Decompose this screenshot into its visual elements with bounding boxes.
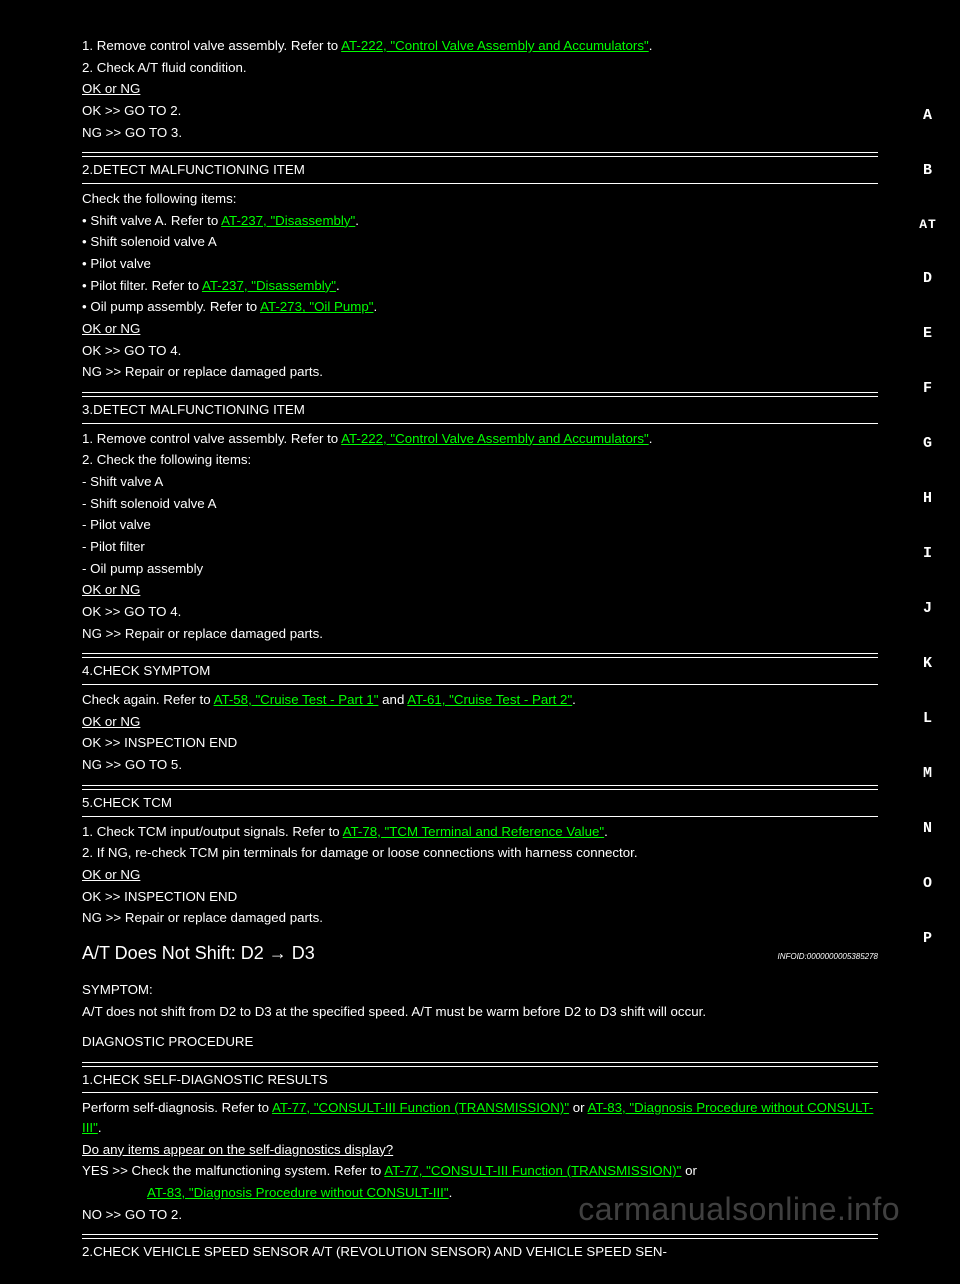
text: and [378, 692, 407, 707]
section-tab-at[interactable]: AT [914, 218, 942, 231]
result-ok: OK >> GO TO 4. [82, 602, 878, 622]
text: 2. Check A/T fluid condition. [82, 58, 878, 78]
divider [82, 684, 878, 685]
section-tabs: A B AT D E F G H I J K L M N O P [914, 108, 942, 946]
symptom-body: A/T does not shift from D2 to D3 at the … [82, 1002, 878, 1022]
link-at222[interactable]: AT-222, "Control Valve Assembly and Accu… [341, 431, 649, 446]
result-ok: OK >> GO TO 4. [82, 341, 878, 361]
text: Perform self-diagnosis. Refer to [82, 1100, 272, 1115]
text: Check again. Refer to [82, 692, 214, 707]
bullet: • Pilot filter. Refer to [82, 278, 202, 293]
bullet: - Pilot filter [82, 537, 878, 557]
symptom-heading: SYMPTOM: [82, 980, 878, 1000]
link-at222[interactable]: AT-222, "Control Valve Assembly and Accu… [341, 38, 649, 53]
ok-or-ng: OK or NG [82, 319, 878, 339]
divider [82, 1234, 878, 1239]
text: . [604, 824, 608, 839]
step-heading: 1.CHECK SELF-DIAGNOSTIC RESULTS [82, 1070, 878, 1090]
link-at237[interactable]: AT-237, "Disassembly" [202, 278, 336, 293]
section-title: A/T Does Not Shift: D2 → D3 [82, 940, 315, 967]
bullet: • Shift valve A. Refer to [82, 213, 221, 228]
text: . [449, 1185, 453, 1200]
step-heading: 5.CHECK TCM [82, 793, 878, 813]
section-tab-h[interactable]: H [914, 491, 942, 506]
question: Do any items appear on the self-diagnost… [82, 1140, 878, 1160]
result-ng: NG >> GO TO 3. [82, 123, 878, 143]
divider [82, 152, 878, 157]
infoid: INFOID:0000000005385278 [777, 951, 878, 963]
text: 1. Check TCM input/output signals. Refer… [82, 824, 343, 839]
result-ng: NG >> GO TO 5. [82, 755, 878, 775]
divider [82, 183, 878, 184]
link-at58[interactable]: AT-58, "Cruise Test - Part 1" [214, 692, 379, 707]
link-at61[interactable]: AT-61, "Cruise Test - Part 2" [407, 692, 572, 707]
section-tab-d[interactable]: D [914, 271, 942, 286]
divider [82, 785, 878, 790]
text: . [373, 299, 377, 314]
link-at77[interactable]: AT-77, "CONSULT-III Function (TRANSMISSI… [384, 1163, 681, 1178]
text: 1. Remove control valve assembly. Refer … [82, 431, 341, 446]
bullet: • Shift solenoid valve A [82, 232, 878, 252]
bullet: - Oil pump assembly [82, 559, 878, 579]
text: 2. Check the following items: [82, 450, 878, 470]
ok-or-ng: OK or NG [82, 865, 878, 885]
result-ok: OK >> INSPECTION END [82, 733, 878, 753]
watermark: carmanualsonline.info [578, 1191, 900, 1228]
ok-or-ng: OK or NG [82, 580, 878, 600]
step-heading: 4.CHECK SYMPTOM [82, 661, 878, 681]
step-heading: 3.DETECT MALFUNCTIONING ITEM [82, 400, 878, 420]
bullet: • Oil pump assembly. Refer to [82, 299, 260, 314]
section-tab-b[interactable]: B [914, 163, 942, 178]
bullet: - Shift solenoid valve A [82, 494, 878, 514]
text: or [569, 1100, 587, 1115]
divider [82, 653, 878, 658]
bullet: - Pilot valve [82, 515, 878, 535]
section-tab-e[interactable]: E [914, 326, 942, 341]
text: 1. Remove control valve assembly. Refer … [82, 38, 341, 53]
divider [82, 1062, 878, 1067]
step-heading: 2.CHECK VEHICLE SPEED SENSOR A/T (REVOLU… [82, 1242, 878, 1262]
link-at237[interactable]: AT-237, "Disassembly" [221, 213, 355, 228]
link-at273[interactable]: AT-273, "Oil Pump" [260, 299, 373, 314]
section-tab-m[interactable]: M [914, 766, 942, 781]
text: . [649, 38, 653, 53]
divider [82, 392, 878, 397]
text: . [336, 278, 340, 293]
text: . [649, 431, 653, 446]
section-tab-o[interactable]: O [914, 876, 942, 891]
bullet: • Pilot valve [82, 254, 878, 274]
link-at77[interactable]: AT-77, "CONSULT-III Function (TRANSMISSI… [272, 1100, 569, 1115]
result-ok: OK >> INSPECTION END [82, 887, 878, 907]
section-tab-k[interactable]: K [914, 656, 942, 671]
result-ng: NG >> Repair or replace damaged parts. [82, 362, 878, 382]
section-tab-a[interactable]: A [914, 108, 942, 123]
ok-or-ng: OK or NG [82, 79, 878, 99]
result-ok: OK >> GO TO 2. [82, 101, 878, 121]
divider [82, 1092, 878, 1093]
text: . [572, 692, 576, 707]
result-ng: NG >> Repair or replace damaged parts. [82, 624, 878, 644]
text: 2. If NG, re-check TCM pin terminals for… [82, 843, 878, 863]
link-at78[interactable]: AT-78, "TCM Terminal and Reference Value… [343, 824, 604, 839]
text: . [355, 213, 359, 228]
divider [82, 423, 878, 424]
section-tab-g[interactable]: G [914, 436, 942, 451]
text: Check the following items: [82, 189, 878, 209]
result-yes: YES >> Check the malfunctioning system. … [82, 1163, 384, 1178]
divider [82, 816, 878, 817]
ok-or-ng: OK or NG [82, 712, 878, 732]
bullet: - Shift valve A [82, 472, 878, 492]
text: . [98, 1120, 102, 1135]
section-tab-n[interactable]: N [914, 821, 942, 836]
section-tab-p[interactable]: P [914, 931, 942, 946]
result-ng: NG >> Repair or replace damaged parts. [82, 908, 878, 928]
text: or [681, 1163, 697, 1178]
diag-proc-heading: DIAGNOSTIC PROCEDURE [82, 1032, 878, 1052]
section-tab-f[interactable]: F [914, 381, 942, 396]
link-at83[interactable]: AT-83, "Diagnosis Procedure without CONS… [147, 1185, 449, 1200]
step-heading: 2.DETECT MALFUNCTIONING ITEM [82, 160, 878, 180]
section-tab-l[interactable]: L [914, 711, 942, 726]
section-tab-i[interactable]: I [914, 546, 942, 561]
section-tab-j[interactable]: J [914, 601, 942, 616]
